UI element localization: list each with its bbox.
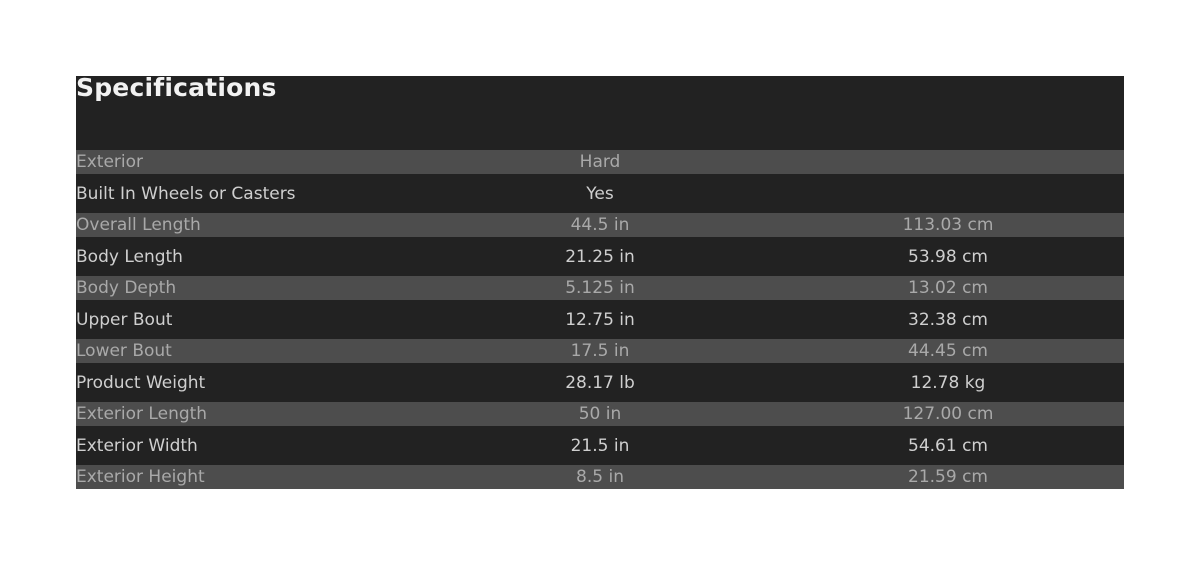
spec-value: 50 in (578, 404, 622, 424)
spec-value: Hard (579, 152, 621, 172)
table-row: Exterior Height 8.5 in 21.59 cm (76, 465, 1124, 489)
table-row: Exterior Length 50 in 127.00 cm (76, 402, 1124, 426)
spec-label: Overall Length (76, 215, 201, 235)
spec-value: 12.75 in (565, 309, 635, 330)
spec-label: Exterior (76, 152, 144, 172)
spec-metric-value: 54.61 cm (908, 435, 988, 456)
spec-label: Upper Bout (76, 309, 173, 330)
spec-label: Body Depth (76, 278, 177, 298)
spec-value: 21.5 in (570, 435, 630, 456)
table-row: Upper Bout 12.75 in 32.38 cm (76, 300, 1124, 339)
specifications-table: Exterior Hard Built In Wheels or Casters Ye… (76, 150, 1124, 489)
spec-metric-value: 21.59 cm (908, 467, 988, 487)
spec-label: Body Length (76, 246, 183, 267)
spec-label: Lower Bout (76, 341, 172, 361)
section-title: Specifications (76, 73, 277, 102)
spec-label: Exterior Height (76, 467, 205, 487)
spec-metric-value: 44.45 cm (908, 341, 988, 361)
spec-label: Built In Wheels or Casters (76, 183, 296, 204)
spec-label: Exterior Length (76, 404, 208, 424)
table-row: Overall Length 44.5 in 113.03 cm (76, 213, 1124, 237)
spec-value: 8.5 in (576, 467, 624, 487)
table-row: Exterior Hard (76, 150, 1124, 174)
spec-value: 28.17 lb (565, 372, 635, 393)
spec-metric-value: 113.03 cm (902, 215, 994, 235)
spec-value: 5.125 in (565, 278, 635, 298)
spec-label: Exterior Width (76, 435, 198, 456)
table-row: Product Weight 28.17 lb 12.78 kg (76, 363, 1124, 402)
table-row: Lower Bout 17.5 in 44.45 cm (76, 339, 1124, 363)
table-row: Exterior Width 21.5 in 54.61 cm (76, 426, 1124, 465)
table-row: Built In Wheels or Casters Yes (76, 174, 1124, 213)
table-row: Body Depth 5.125 in 13.02 cm (76, 276, 1124, 300)
spec-metric-value: 12.78 kg (910, 372, 986, 393)
spec-label: Product Weight (76, 372, 206, 393)
spec-metric-value: 32.38 cm (908, 309, 988, 330)
spec-value: 44.5 in (570, 215, 630, 235)
spec-value: 17.5 in (570, 341, 630, 361)
spec-value: 21.25 in (565, 246, 635, 267)
specifications-panel: Specifications Exterior Hard Built In Whee… (76, 73, 1124, 489)
table-row: Body Length 21.25 in 53.98 cm (76, 237, 1124, 276)
spec-metric-value: 127.00 cm (902, 404, 994, 424)
spec-metric-value: 53.98 cm (908, 246, 988, 267)
spec-value: Yes (586, 183, 614, 204)
spec-metric-value: 13.02 cm (908, 278, 988, 298)
